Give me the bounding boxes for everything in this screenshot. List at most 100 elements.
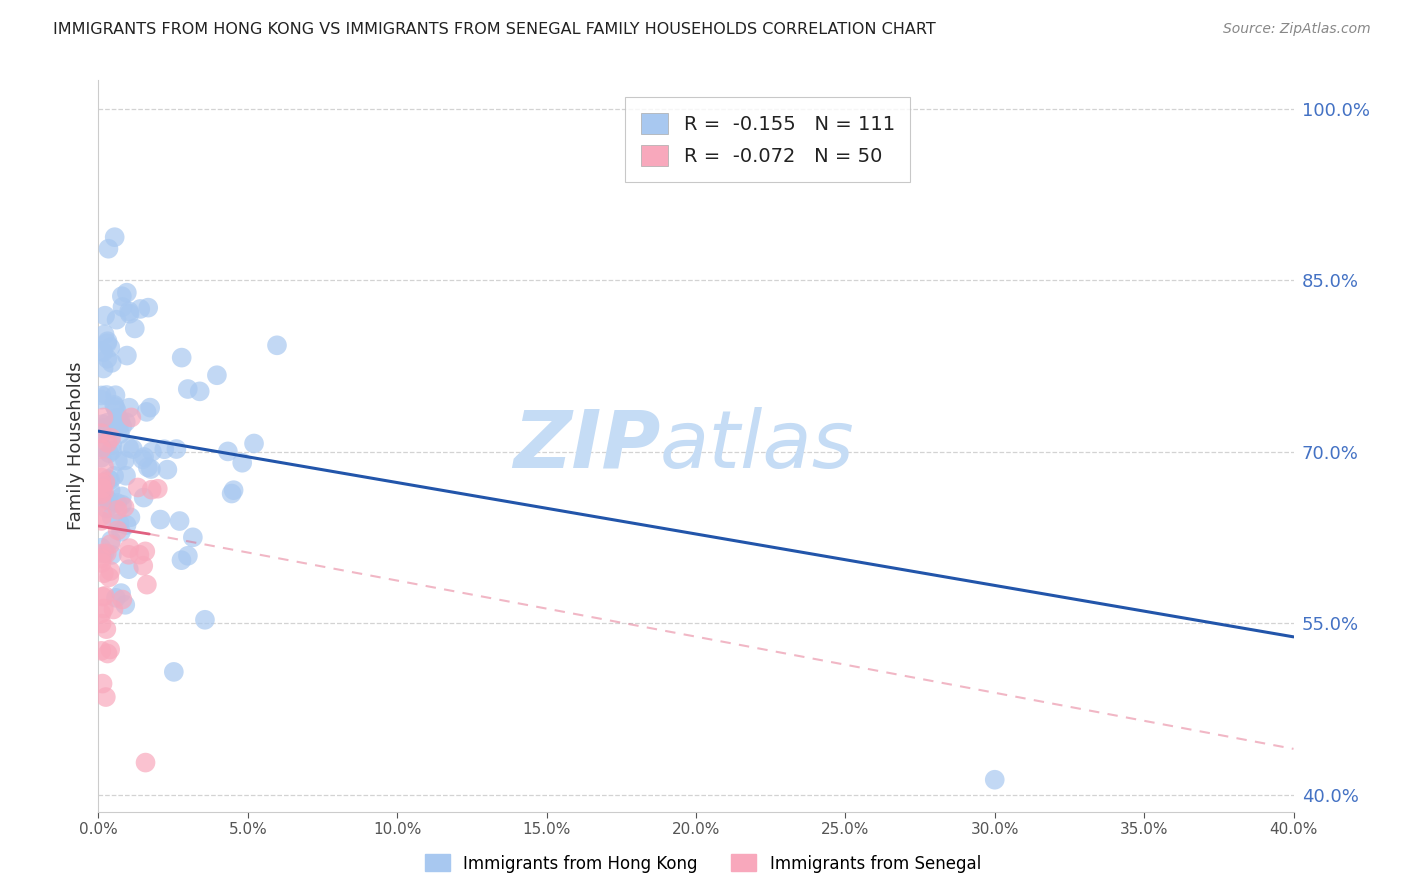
Point <box>104 230 127 244</box>
Point <box>105 312 128 326</box>
Point <box>103 469 125 483</box>
Point <box>136 301 159 315</box>
Point <box>984 772 1007 787</box>
Point <box>90 644 112 658</box>
Point <box>188 384 211 399</box>
Point <box>96 622 118 636</box>
Point <box>118 401 141 415</box>
Point <box>90 470 112 484</box>
Point <box>107 420 129 434</box>
Point <box>131 452 153 467</box>
Point <box>90 442 112 456</box>
Point <box>93 546 115 560</box>
Point <box>98 446 121 460</box>
Point <box>149 512 172 526</box>
Point <box>115 349 138 363</box>
Point <box>90 388 112 402</box>
Text: IMMIGRANTS FROM HONG KONG VS IMMIGRANTS FROM SENEGAL FAMILY HOUSEHOLDS CORRELATI: IMMIGRANTS FROM HONG KONG VS IMMIGRANTS … <box>53 22 936 37</box>
Point <box>90 551 112 566</box>
Point <box>103 602 125 616</box>
Point <box>96 351 118 366</box>
Point <box>93 410 115 425</box>
Point <box>124 321 146 335</box>
Point <box>107 413 129 427</box>
Point <box>91 345 114 359</box>
Point <box>120 510 142 524</box>
Point <box>165 442 187 456</box>
Point <box>90 392 112 407</box>
Point <box>90 556 112 570</box>
Point <box>135 577 157 591</box>
Point <box>139 401 162 415</box>
Point <box>110 586 132 600</box>
Point <box>156 462 179 476</box>
Point <box>177 382 200 396</box>
Point <box>97 242 120 256</box>
Point <box>134 450 156 464</box>
Point <box>94 490 117 504</box>
Point <box>217 444 239 458</box>
Point <box>101 438 124 452</box>
Point <box>93 327 115 342</box>
Point <box>153 442 176 457</box>
Point <box>104 388 127 402</box>
Point <box>231 456 253 470</box>
Point <box>90 494 112 508</box>
Point <box>163 665 186 679</box>
Point <box>111 592 134 607</box>
Point <box>98 564 121 578</box>
Point <box>97 472 120 486</box>
Point <box>93 484 115 499</box>
Point <box>91 508 114 523</box>
Point <box>114 598 136 612</box>
Point <box>96 501 118 516</box>
Point <box>177 549 200 563</box>
Point <box>127 481 149 495</box>
Point <box>136 460 159 475</box>
Point <box>90 487 112 501</box>
Point <box>96 334 118 349</box>
Point <box>114 500 136 515</box>
Point <box>139 462 162 476</box>
Point <box>243 436 266 450</box>
Point <box>98 340 121 354</box>
Point <box>98 473 121 487</box>
Point <box>132 558 155 573</box>
Point <box>96 647 118 661</box>
Point <box>135 405 157 419</box>
Point <box>90 427 112 442</box>
Point <box>129 301 152 316</box>
Point <box>110 414 132 428</box>
Point <box>134 544 156 558</box>
Point <box>94 690 117 704</box>
Point <box>266 338 288 352</box>
Point <box>122 442 145 456</box>
Legend: Immigrants from Hong Kong, Immigrants from Senegal: Immigrants from Hong Kong, Immigrants fr… <box>419 847 987 880</box>
Point <box>181 530 204 544</box>
Point <box>120 410 142 425</box>
Point <box>100 483 122 498</box>
Point <box>115 285 138 300</box>
Point <box>93 589 115 603</box>
Point <box>97 416 120 430</box>
Y-axis label: Family Households: Family Households <box>66 362 84 530</box>
Point <box>91 481 114 495</box>
Text: Source: ZipAtlas.com: Source: ZipAtlas.com <box>1223 22 1371 37</box>
Point <box>90 424 112 438</box>
Point <box>111 489 134 503</box>
Point <box>111 289 134 303</box>
Point <box>91 421 114 435</box>
Legend: R =  -0.155   N = 111, R =  -0.072   N = 50: R = -0.155 N = 111, R = -0.072 N = 50 <box>626 97 910 181</box>
Point <box>90 426 112 441</box>
Point <box>105 496 128 510</box>
Point <box>205 368 228 383</box>
Point <box>118 304 141 318</box>
Point <box>94 309 117 323</box>
Point <box>90 476 112 491</box>
Text: atlas: atlas <box>661 407 855 485</box>
Point <box>110 524 132 539</box>
Point <box>90 607 112 621</box>
Point <box>90 616 112 631</box>
Point <box>105 403 128 417</box>
Point <box>96 336 118 351</box>
